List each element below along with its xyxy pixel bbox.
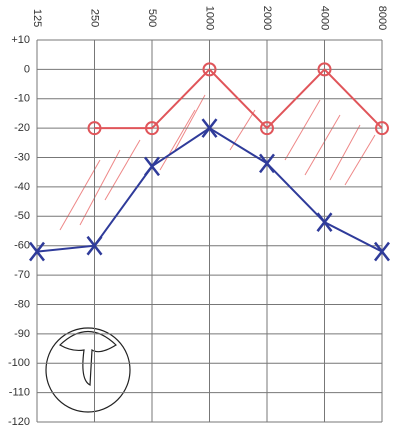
hatching [59, 94, 376, 231]
marker-x [144, 156, 160, 177]
marker-x [86, 235, 103, 256]
y-tick-label: 0 [24, 63, 30, 75]
y-tick-label: -70 [14, 269, 30, 281]
y-tick-label: -10 [14, 93, 30, 105]
y-tick-label: -30 [14, 151, 30, 163]
y-tick-label: +10 [11, 34, 30, 46]
marker-circle [145, 121, 159, 136]
marker-circle [87, 121, 102, 136]
marker-x [374, 241, 390, 262]
marker-x [316, 212, 333, 232]
marker-circle [202, 62, 217, 77]
x-tick-label: 2000 [261, 6, 273, 30]
marker-circle [317, 62, 332, 77]
y-tick-label: -110 [9, 387, 30, 399]
x-tick-label: 500 [146, 9, 158, 27]
x-tick-label: 250 [89, 9, 101, 27]
ear-icon [45, 327, 131, 413]
marker-x [29, 241, 45, 262]
x-tick-label: 4000 [319, 6, 331, 30]
y-tick-label: -20 [14, 122, 30, 134]
marker-circle [260, 121, 274, 136]
y-tick-label: -60 [14, 240, 30, 252]
ear-shape [59, 331, 117, 386]
series-line [94, 67, 383, 130]
marker-circle [375, 121, 389, 136]
marker-x [259, 153, 275, 174]
x-tick-label: 1000 [204, 6, 216, 30]
ear-outline [45, 327, 131, 413]
y-tick-label: -90 [14, 328, 30, 340]
y-tick-label: -100 [8, 357, 30, 369]
y-tick-label: -80 [14, 298, 30, 310]
x-tick-label: 125 [31, 9, 43, 27]
marker-x [201, 118, 218, 138]
y-tick-label: -120 [8, 416, 30, 428]
x-tick-label: 8000 [376, 6, 388, 30]
y-tick-label: -40 [14, 181, 30, 193]
hatch-lines [59, 94, 376, 231]
y-tick-label: -50 [14, 210, 30, 222]
